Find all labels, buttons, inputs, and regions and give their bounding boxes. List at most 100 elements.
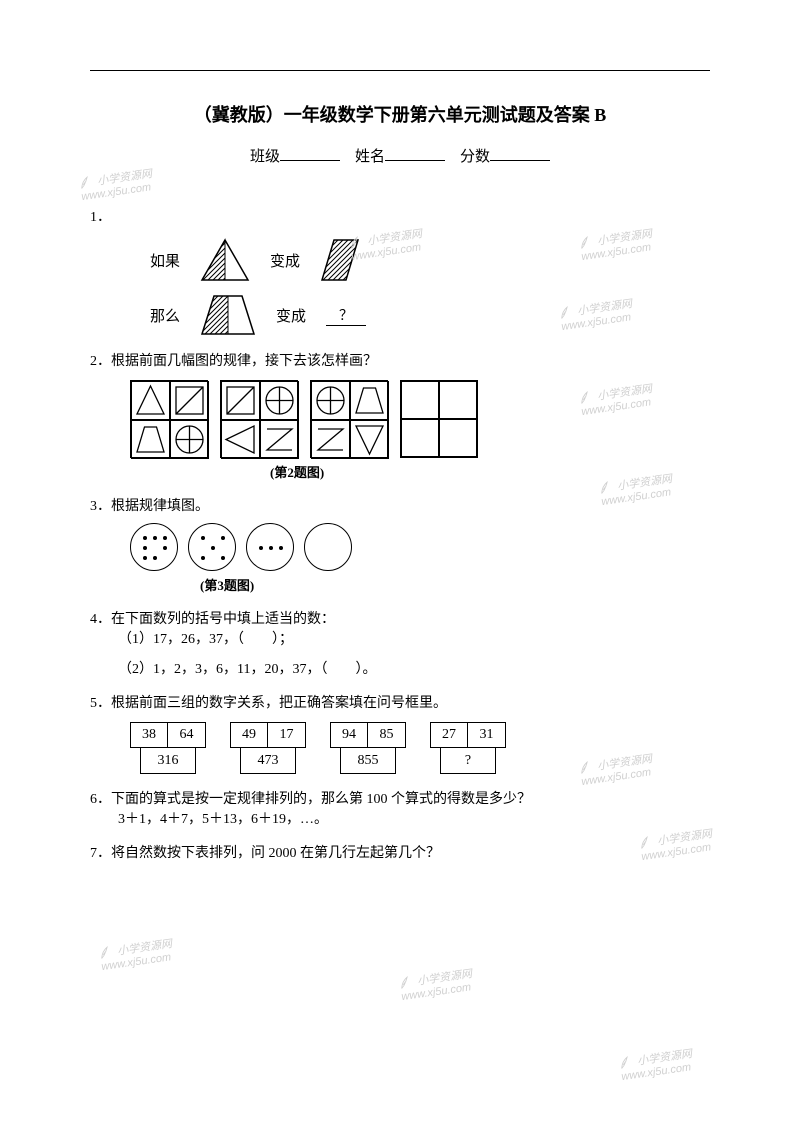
q6-text: 下面的算式是按一定规律排列的，那么第 100 个算式的得数是多少？ [111, 792, 531, 807]
q1-row-if: 如果 变成 [150, 238, 710, 282]
q2-cell [350, 381, 389, 420]
dot-icon [201, 536, 205, 540]
q6-sequence: 3＋1，4＋7，5＋13，6＋19，…。 [90, 808, 710, 828]
question-6: 6．下面的算式是按一定规律排列的，那么第 100 个算式的得数是多少？ 3＋1，… [90, 788, 710, 828]
q1-number: 1． [90, 210, 111, 225]
q1-becomes-label-1: 变成 [270, 250, 300, 271]
trapezoid-half-hatched-icon [200, 294, 256, 336]
dot-icon [153, 556, 157, 560]
q5-group: 2731? [430, 722, 506, 774]
dot-icon [221, 556, 225, 560]
dot-icon [143, 536, 147, 540]
q5-group: 3864316 [130, 722, 206, 774]
q2-box[interactable] [400, 380, 478, 458]
q2-cell [170, 420, 209, 459]
q4-line1: （1）17，26，37，（ ）； [90, 628, 710, 648]
triangle-half-hatched-icon [200, 238, 250, 282]
q2-cell [131, 420, 170, 459]
q3-circle [188, 523, 236, 571]
dot-icon [259, 546, 263, 550]
q5-top-cell: 64 [168, 722, 206, 748]
q2-cell [221, 420, 260, 459]
dot-icon [143, 546, 147, 550]
class-blank[interactable] [280, 146, 340, 161]
q4-number: 4． [90, 612, 111, 627]
top-rule [90, 70, 710, 71]
name-blank[interactable] [385, 146, 445, 161]
dot-icon [143, 556, 147, 560]
q5-top-cell: 94 [330, 722, 368, 748]
q2-text: 根据前面几幅图的规律，接下去该怎样画？ [111, 354, 377, 369]
dot-icon [269, 546, 273, 550]
question-4: 4．在下面数列的括号中填上适当的数： （1）17，26，37，（ ）； （2）1… [90, 608, 710, 678]
q5-figure: 3864316 4917473 9485855 2731? [130, 722, 710, 774]
q5-bottom-cell: 316 [140, 748, 196, 774]
q2-cell [350, 420, 389, 459]
q1-becomes-label-2: 变成 [276, 305, 306, 326]
q1-if-label: 如果 [150, 250, 180, 271]
name-label: 姓名 [355, 149, 385, 165]
q1-then-label: 那么 [150, 305, 180, 326]
q3-circle[interactable] [304, 523, 352, 571]
q2-cell [439, 419, 477, 457]
q5-group: 9485855 [330, 722, 406, 774]
q3-caption: (第3题图) [200, 575, 710, 594]
q5-top-cell: 38 [130, 722, 168, 748]
dot-icon [153, 536, 157, 540]
q5-top-cell: 49 [230, 722, 268, 748]
q2-cell [221, 381, 260, 420]
question-3: 3．根据规律填图。 (第3题图) [90, 495, 710, 594]
q1-row-then: 那么 变成 ？ [150, 294, 710, 336]
q1-answer-blank[interactable]: ？ [326, 305, 366, 326]
q2-box [220, 380, 298, 458]
q5-text: 根据前面三组的数字关系，把正确答案填在问号框里。 [111, 696, 447, 711]
q2-cell [439, 381, 477, 419]
q4-line2: （2）1，2，3，6，11，20，37，（ ）。 [90, 658, 710, 678]
q5-number: 5． [90, 696, 111, 711]
q2-box [310, 380, 388, 458]
watermark: 小学资源网www.xj5u.com [618, 1045, 694, 1083]
score-label: 分数 [460, 149, 490, 165]
dot-icon [163, 536, 167, 540]
class-label: 班级 [250, 149, 280, 165]
q5-bottom-cell: 855 [340, 748, 396, 774]
q7-text: 将自然数按下表排列，问 2000 在第几行左起第几个？ [111, 846, 440, 861]
q5-top-cell: 27 [430, 722, 468, 748]
q2-cell [311, 381, 350, 420]
q2-cell [401, 419, 439, 457]
q6-number: 6． [90, 792, 111, 807]
q3-circle [130, 523, 178, 571]
q5-group: 4917473 [230, 722, 306, 774]
document-title: （冀教版）一年级数学下册第六单元测试题及答案 B [90, 101, 710, 127]
q2-box [130, 380, 208, 458]
question-2: 2．根据前面几幅图的规律，接下去该怎样画？ (第2题图) [90, 350, 710, 481]
q2-number: 2． [90, 354, 111, 369]
question-5: 5．根据前面三组的数字关系，把正确答案填在问号框里。 3864316 491747… [90, 692, 710, 774]
header-fields: 班级 姓名 分数 [90, 145, 710, 166]
q7-number: 7． [90, 846, 111, 861]
q2-cell [311, 420, 350, 459]
score-blank[interactable] [490, 146, 550, 161]
q2-cell [170, 381, 209, 420]
parallelogram-hatched-icon [320, 238, 360, 282]
q5-bottom-cell[interactable]: ? [440, 748, 496, 774]
dot-icon [279, 546, 283, 550]
q3-figure [130, 523, 710, 571]
dot-icon [201, 556, 205, 560]
watermark: 小学资源网www.xj5u.com [98, 935, 174, 973]
dot-icon [163, 546, 167, 550]
q1-question-mark: ？ [339, 309, 353, 324]
watermark: 小学资源网www.xj5u.com [398, 965, 474, 1003]
question-7: 7．将自然数按下表排列，问 2000 在第几行左起第几个？ [90, 842, 710, 862]
q2-figure: (第2题图) [130, 380, 710, 481]
q3-circle [246, 523, 294, 571]
q2-caption: (第2题图) [270, 462, 710, 481]
page: （冀教版）一年级数学下册第六单元测试题及答案 B 班级 姓名 分数 1． 如果 … [0, 0, 800, 916]
dot-icon [211, 546, 215, 550]
dot-icon [221, 536, 225, 540]
q2-cell [260, 420, 299, 459]
q5-bottom-cell: 473 [240, 748, 296, 774]
question-1: 1． 如果 变成 那么 变成 ？ [90, 206, 710, 336]
q2-cell [260, 381, 299, 420]
q3-number: 3． [90, 499, 111, 514]
